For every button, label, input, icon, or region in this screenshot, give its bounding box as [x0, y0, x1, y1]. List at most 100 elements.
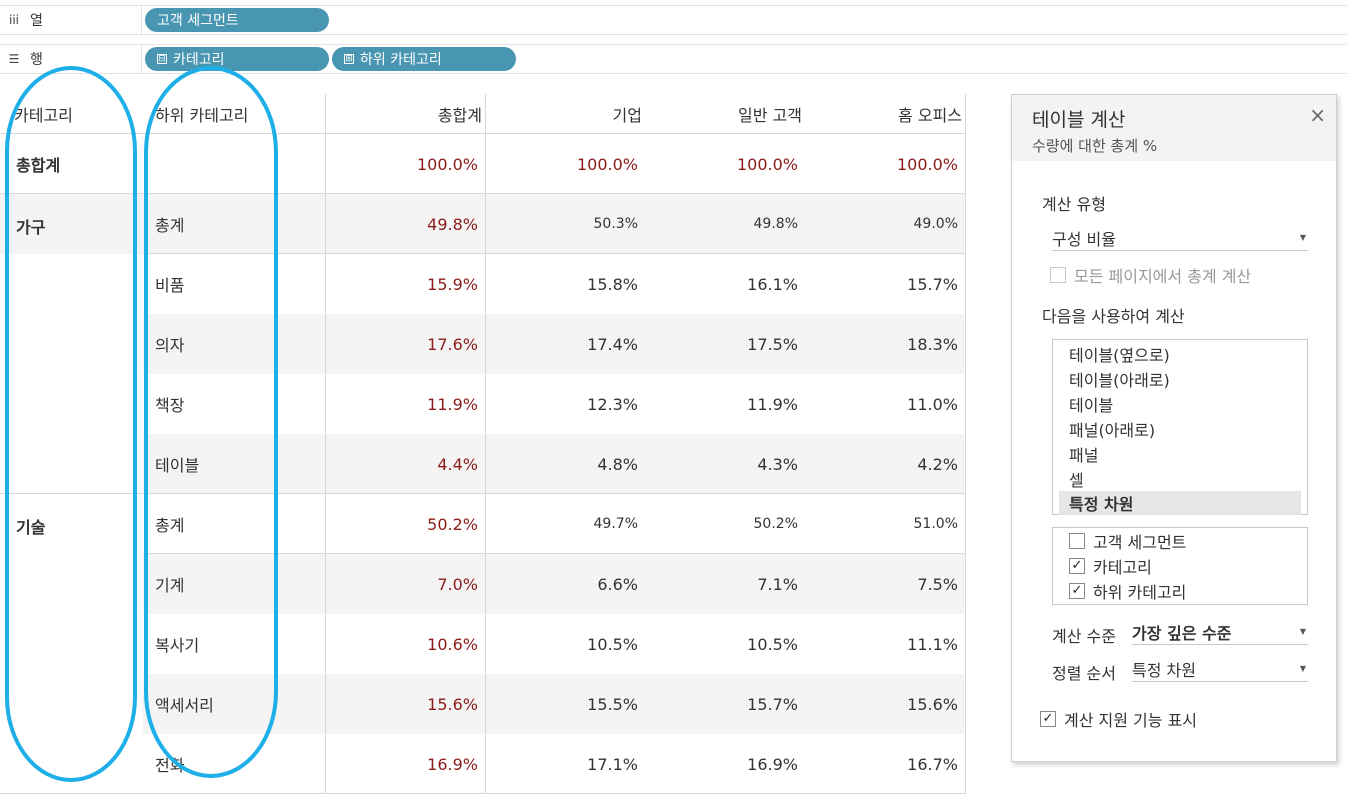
value-cell[interactable]: 10.5%: [587, 634, 638, 654]
columns-shelf-label: iii 열: [0, 6, 142, 34]
all-pages-checkbox-row[interactable]: 모든 페이지에서 총계 계산: [1050, 263, 1251, 287]
subcategory-cell[interactable]: 의자: [155, 336, 185, 355]
total-cell[interactable]: 11.9%: [427, 394, 478, 414]
value-cell[interactable]: 15.6%: [907, 694, 958, 714]
value-cell[interactable]: 16.1%: [747, 274, 798, 294]
value-cell[interactable]: 17.1%: [587, 754, 638, 774]
level-dropdown[interactable]: 가장 깊은 수준 ▼: [1132, 619, 1308, 645]
list-item[interactable]: 테이블: [1069, 396, 1114, 415]
list-item[interactable]: 테이블(아래로): [1069, 371, 1170, 390]
value-cell[interactable]: 4.3%: [757, 454, 798, 474]
list-item[interactable]: 셀: [1069, 471, 1084, 490]
show-assist-checkbox[interactable]: ✓: [1040, 711, 1056, 727]
grand-total-value[interactable]: 100.0%: [896, 154, 958, 174]
subcategory-cell[interactable]: 비품: [155, 276, 185, 295]
subcategory-cell[interactable]: 총계: [155, 516, 185, 535]
subcategory-cell[interactable]: 책장: [155, 396, 185, 415]
list-item[interactable]: 패널: [1069, 446, 1099, 465]
total-cell[interactable]: 10.6%: [427, 634, 478, 654]
category-cell[interactable]: 기술: [16, 518, 46, 537]
dimension-category[interactable]: ✓ 카테고리: [1069, 554, 1152, 578]
value-cell[interactable]: 15.5%: [587, 694, 638, 714]
annotation-oval-category: [5, 66, 137, 782]
column-divider: [965, 94, 966, 794]
subcategory-cell[interactable]: 총계: [155, 216, 185, 235]
value-cell[interactable]: 11.1%: [907, 634, 958, 654]
total-cell[interactable]: 7.0%: [437, 574, 478, 594]
list-item-selected[interactable]: 특정 차원: [1059, 491, 1301, 515]
value-cell[interactable]: 11.9%: [747, 394, 798, 414]
expand-icon[interactable]: ⊞: [344, 54, 354, 64]
value-cell[interactable]: 4.8%: [597, 454, 638, 474]
value-cell[interactable]: 12.3%: [587, 394, 638, 414]
value-cell[interactable]: 18.3%: [907, 334, 958, 354]
header-home-office[interactable]: 홈 오피스: [898, 106, 962, 125]
value-cell[interactable]: 15.8%: [587, 274, 638, 294]
pill-customer-segment[interactable]: 고객 세그먼트: [145, 8, 329, 32]
show-assist-label: 계산 지원 기능 표시: [1064, 711, 1198, 730]
value-cell[interactable]: 50.3%: [593, 216, 638, 232]
pill-subcategory[interactable]: ⊞ 하위 카테고리: [332, 47, 516, 71]
show-assist-row[interactable]: ✓ 계산 지원 기능 표시: [1040, 707, 1197, 731]
value-cell[interactable]: 16.7%: [907, 754, 958, 774]
value-cell[interactable]: 16.9%: [747, 754, 798, 774]
dimension-label: 하위 카테고리: [1093, 583, 1187, 602]
value-cell[interactable]: 4.2%: [917, 454, 958, 474]
list-item[interactable]: 패널(아래로): [1069, 421, 1156, 440]
header-grand-total[interactable]: 총합계: [437, 106, 482, 125]
table-row: 기술 총계 50.2% 49.7% 50.2% 51.0%: [0, 494, 966, 554]
header-corporate[interactable]: 기업: [612, 106, 642, 125]
compute-using-list[interactable]: 테이블(옆으로) 테이블(아래로) 테이블 패널(아래로) 패널 셀 특정 차원: [1052, 339, 1308, 515]
total-cell[interactable]: 50.2%: [427, 514, 478, 534]
close-icon[interactable]: ×: [1309, 103, 1326, 127]
value-cell[interactable]: 10.5%: [747, 634, 798, 654]
category-cell[interactable]: 가구: [16, 218, 46, 237]
value-cell[interactable]: 17.4%: [587, 334, 638, 354]
value-cell[interactable]: 7.5%: [917, 574, 958, 594]
grand-total-label: 총합계: [16, 156, 61, 175]
value-cell[interactable]: 7.1%: [757, 574, 798, 594]
dimension-customer-segment[interactable]: 고객 세그먼트: [1069, 529, 1186, 553]
value-cell[interactable]: 49.7%: [593, 516, 638, 532]
checkbox[interactable]: [1069, 533, 1085, 549]
value-cell[interactable]: 6.6%: [597, 574, 638, 594]
value-cell[interactable]: 15.7%: [907, 274, 958, 294]
chevron-down-icon: ▼: [1299, 664, 1306, 673]
total-cell[interactable]: 49.8%: [427, 214, 478, 234]
collapse-icon[interactable]: ⊟: [157, 54, 167, 64]
value-cell[interactable]: 49.8%: [753, 216, 798, 232]
subcategory-cell[interactable]: 테이블: [155, 456, 200, 475]
value-cell[interactable]: 15.7%: [747, 694, 798, 714]
total-cell[interactable]: 16.9%: [427, 754, 478, 774]
columns-shelf: iii 열 고객 세그먼트: [0, 5, 1347, 35]
value-cell[interactable]: 11.0%: [907, 394, 958, 414]
subcategory-cell[interactable]: 복사기: [155, 636, 200, 655]
total-cell[interactable]: 15.9%: [427, 274, 478, 294]
pill-category[interactable]: ⊟ 카테고리: [145, 47, 329, 71]
header-consumer[interactable]: 일반 고객: [738, 106, 802, 125]
total-cell[interactable]: 17.6%: [427, 334, 478, 354]
dimension-subcategory[interactable]: ✓ 하위 카테고리: [1069, 579, 1186, 603]
grand-total-value[interactable]: 100.0%: [576, 154, 638, 174]
checkbox-checked[interactable]: ✓: [1069, 558, 1085, 574]
annotation-oval-subcategory: [144, 66, 278, 778]
total-cell[interactable]: 4.4%: [437, 454, 478, 474]
checkbox-checked[interactable]: ✓: [1069, 583, 1085, 599]
grand-total-value[interactable]: 100.0%: [416, 154, 478, 174]
all-pages-checkbox[interactable]: [1050, 267, 1066, 283]
value-cell[interactable]: 50.2%: [753, 516, 798, 532]
value-cell[interactable]: 49.0%: [913, 216, 958, 232]
level-value: 가장 깊은 수준: [1132, 623, 1232, 643]
dialog-title: 테이블 계산: [1032, 109, 1126, 131]
value-cell[interactable]: 17.5%: [747, 334, 798, 354]
total-cell[interactable]: 15.6%: [427, 694, 478, 714]
calc-type-value: 구성 비율: [1052, 229, 1116, 249]
table-row: 의자 17.6% 17.4% 17.5% 18.3%: [143, 314, 966, 374]
sort-dropdown[interactable]: 특정 차원 ▼: [1132, 656, 1308, 682]
all-pages-label: 모든 페이지에서 총계 계산: [1074, 267, 1252, 286]
subcategory-cell[interactable]: 기계: [155, 576, 185, 595]
calc-type-dropdown[interactable]: 구성 비율 ▼: [1052, 225, 1308, 251]
value-cell[interactable]: 51.0%: [913, 516, 958, 532]
list-item[interactable]: 테이블(옆으로): [1069, 346, 1170, 365]
grand-total-value[interactable]: 100.0%: [736, 154, 798, 174]
